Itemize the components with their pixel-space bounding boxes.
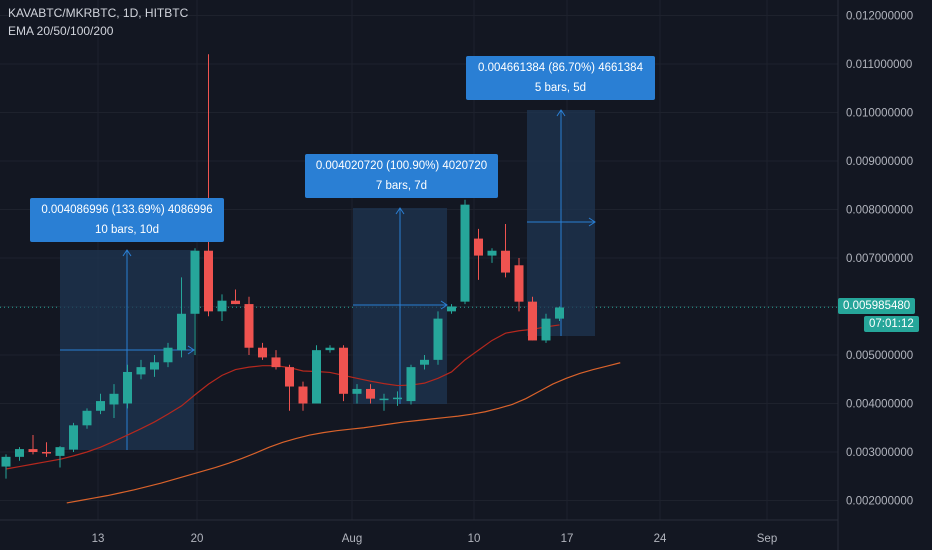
candle-body <box>555 307 564 319</box>
measure-label-3: 0.004661384 (86.70%) 4661384 5 bars, 5d <box>466 56 655 100</box>
candle-body <box>271 357 281 368</box>
candle-body <box>541 318 551 341</box>
candle-body <box>325 347 335 351</box>
x-tick-label: 10 <box>468 533 481 545</box>
candle-body <box>312 350 321 404</box>
candle-body <box>109 393 119 405</box>
y-tick-label: 0.009000000 <box>846 156 913 168</box>
candle-body <box>339 347 348 394</box>
candle-body <box>514 265 524 302</box>
ema-slow-line <box>66 362 621 504</box>
y-tick-label: 0.011000000 <box>846 59 912 71</box>
y-tick-label: 0.004000000 <box>846 399 913 411</box>
x-tick-label: 17 <box>561 533 574 545</box>
candle-body <box>163 347 173 363</box>
bar-countdown-tag: 07:01:12 <box>864 316 919 332</box>
candle-body <box>190 250 200 314</box>
measurement-boxes <box>60 109 596 450</box>
x-tick-label: 20 <box>191 533 204 545</box>
candle-body <box>150 362 159 370</box>
candle-body <box>217 300 227 312</box>
measure-arrowhead <box>588 217 596 227</box>
candle-body <box>487 250 497 256</box>
ema-fast-line <box>5 324 560 470</box>
candle-body <box>447 306 456 312</box>
candle-body <box>366 388 375 399</box>
y-tick-label: 0.008000000 <box>846 205 913 217</box>
candle-body <box>285 367 294 387</box>
y-tick-label: 0.010000000 <box>846 108 913 120</box>
candle-body <box>231 300 240 305</box>
candle-body <box>136 367 146 375</box>
candle-body <box>42 452 51 454</box>
measure-arrowhead <box>122 249 132 257</box>
candle-body <box>298 386 308 404</box>
indicator-legend[interactable]: EMA 20/50/100/200 <box>8 24 114 38</box>
y-tick-label: 0.007000000 <box>846 253 913 265</box>
candles <box>1 54 564 479</box>
measure-label-2: 0.004020720 (100.90%) 4020720 7 bars, 7d <box>305 154 498 198</box>
x-tick-label: 13 <box>92 533 105 545</box>
candle-body <box>474 238 483 256</box>
candle-body <box>55 447 65 456</box>
ema-lines <box>5 324 621 504</box>
candle-body <box>96 401 105 411</box>
x-tick-label: Aug <box>342 533 362 545</box>
candle-body <box>501 250 510 273</box>
axes: 0.002000000 0.003000000 0.004000000 0.00500… <box>0 0 913 550</box>
candle-body <box>258 347 267 358</box>
measure-arrowhead <box>395 207 405 215</box>
measure-arrowhead <box>187 345 195 355</box>
x-tick-label: 24 <box>654 533 667 545</box>
candle-body <box>433 318 443 360</box>
measure-arrowhead <box>556 109 566 117</box>
y-tick-label: 0.002000000 <box>846 496 913 508</box>
candle-body <box>204 250 213 312</box>
x-tick-label: Sep <box>757 533 777 545</box>
candle-body <box>82 410 92 426</box>
candle-body <box>28 449 38 452</box>
candle-body <box>177 313 186 351</box>
y-tick-label: 0.003000000 <box>846 447 913 459</box>
candle-body <box>460 204 470 302</box>
measure-label-1: 0.004086996 (133.69%) 4086996 10 bars, 10… <box>30 198 224 242</box>
last-price-tag: 0.005985480 <box>838 298 916 314</box>
candle-body <box>1 456 11 467</box>
candle-body <box>352 388 362 394</box>
candle-body <box>123 371 132 404</box>
y-tick-label: 0.005000000 <box>846 350 913 362</box>
candle-body <box>528 301 537 341</box>
candle-body <box>420 359 429 365</box>
y-tick-label: 0.012000000 <box>846 11 913 23</box>
candle-body <box>15 449 24 457</box>
candle-body <box>393 397 402 400</box>
symbol-title[interactable]: KAVABTC/MKRBTC, 1D, HITBTC <box>8 6 189 20</box>
candle-body <box>244 304 254 348</box>
candle-body <box>406 367 416 402</box>
candle-body <box>379 398 389 401</box>
measure-arrowhead <box>440 300 448 310</box>
candle-body <box>69 425 78 450</box>
